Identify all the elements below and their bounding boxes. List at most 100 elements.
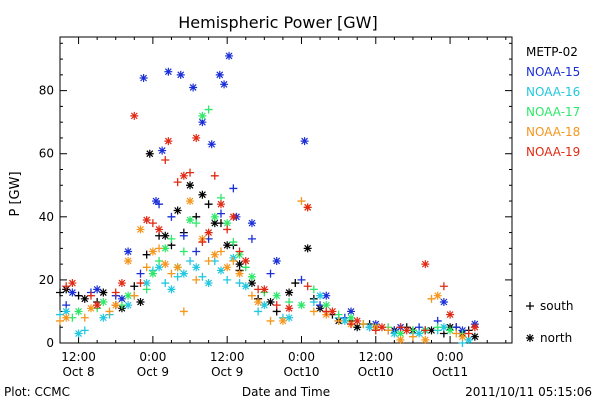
- plot-credit: Plot: CCMC: [4, 385, 70, 399]
- north-point: [161, 231, 170, 240]
- south-point: [142, 263, 151, 272]
- north-point: [446, 326, 455, 335]
- north-point: [353, 316, 362, 325]
- y-tick-label: 20: [39, 273, 54, 287]
- south-point: [56, 288, 64, 297]
- north-point: [62, 313, 71, 322]
- north-point: [62, 307, 71, 316]
- north-point: [204, 279, 213, 288]
- south-point: [198, 238, 207, 247]
- north-point: [192, 133, 201, 142]
- south-point: [266, 316, 275, 325]
- north-point: [415, 329, 424, 338]
- south-point: [192, 247, 201, 256]
- south-point: [223, 225, 232, 234]
- north-point: [421, 335, 430, 344]
- north-point: [470, 323, 479, 332]
- north-point: [210, 212, 219, 221]
- north-point: [241, 256, 250, 265]
- south-point: [161, 156, 170, 165]
- x-tick-date: Oct11: [432, 365, 468, 379]
- north-point: [254, 297, 263, 306]
- south-point: [111, 288, 120, 297]
- south-point: [303, 282, 312, 291]
- south-point: [136, 279, 145, 288]
- north-point: [433, 291, 442, 300]
- north-point: [328, 307, 337, 316]
- south-point: [359, 320, 368, 329]
- north-point: [173, 206, 182, 215]
- north-point: [396, 329, 405, 338]
- south-point: [148, 219, 157, 228]
- north-point: [235, 260, 244, 269]
- x-tick-time: 0:00: [139, 350, 166, 364]
- north-point: [161, 244, 170, 253]
- south-point: [179, 231, 188, 240]
- north-point: [396, 335, 405, 344]
- south-point: [186, 256, 195, 265]
- south-point: [427, 294, 436, 303]
- south-point: [272, 301, 281, 310]
- north-point: [340, 316, 349, 325]
- north-point: [136, 225, 145, 234]
- north-point: [316, 291, 325, 300]
- south-point: [204, 105, 213, 114]
- north-point: [272, 291, 281, 300]
- north-point: [173, 263, 182, 272]
- north-point: [247, 219, 256, 228]
- y-tick-label: 40: [39, 210, 54, 224]
- south-point: [210, 171, 219, 180]
- south-point: [74, 291, 83, 300]
- x-tick-time: 12:00: [210, 350, 245, 364]
- north-point: [179, 171, 188, 180]
- south-point: [247, 234, 256, 243]
- north-point: [247, 279, 256, 288]
- north-point: [285, 304, 294, 313]
- north-point: [99, 288, 108, 297]
- north-point: [124, 247, 133, 256]
- y-tick-label: 60: [39, 147, 54, 161]
- south-point: [167, 234, 176, 243]
- south-point: [105, 307, 114, 316]
- north-point: [124, 301, 133, 310]
- legend-entry: NOAA-18: [526, 125, 580, 139]
- south-point: [235, 279, 244, 288]
- north-point: [74, 307, 83, 316]
- north-point: [225, 51, 234, 60]
- south-point: [173, 272, 182, 281]
- south-point: [266, 269, 275, 278]
- north-point: [241, 282, 250, 291]
- north-point: [186, 215, 195, 224]
- south-point: [136, 269, 145, 278]
- x-tick-time: 12:00: [61, 350, 96, 364]
- plot-frame: [59, 36, 513, 344]
- north-point: [161, 260, 170, 269]
- north-point: [198, 111, 207, 120]
- north-point: [192, 263, 201, 272]
- north-point: [215, 70, 224, 79]
- north-point: [117, 294, 126, 303]
- north-point: [216, 266, 225, 275]
- north-point: [158, 146, 167, 155]
- north-point: [439, 323, 448, 332]
- north-point: [347, 313, 356, 322]
- y-tick-label: 80: [39, 84, 54, 98]
- south-point: [297, 197, 306, 206]
- north-point: [74, 329, 83, 338]
- south-point: [204, 200, 213, 209]
- south-point: [80, 313, 89, 322]
- north-point: [111, 301, 120, 310]
- north-point: [148, 247, 157, 256]
- legend-marker-label: south: [540, 299, 574, 313]
- north-point: [458, 332, 467, 341]
- south-point: [204, 256, 213, 265]
- south-point: [56, 316, 64, 325]
- south-point: [347, 320, 356, 329]
- north-point: [207, 140, 216, 149]
- x-tick-date: Oct10: [283, 365, 319, 379]
- x-tick-time: 0:00: [437, 350, 464, 364]
- north-point: [446, 310, 455, 319]
- legend-entry: NOAA-15: [526, 65, 580, 79]
- south-point: [86, 291, 95, 300]
- north-point: [303, 203, 312, 212]
